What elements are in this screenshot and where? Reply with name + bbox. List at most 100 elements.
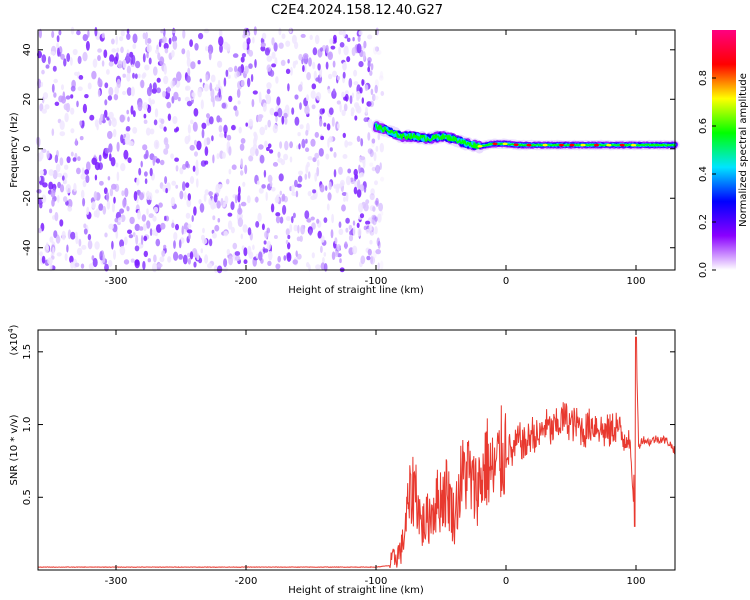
spectrogram-noise-cell [72,48,78,56]
spectrogram-noise-cell [132,33,138,44]
colorbar-tick-label: 0.0 [698,262,709,278]
spectrogram-noise-cell [141,214,147,222]
spectrogram-noise-cell [152,82,157,91]
spectrogram-noise-cell [191,92,196,98]
spectrogram-noise-cell [358,203,363,213]
spectrogram-noise-cell [137,101,143,112]
spectrogram-noise-cell [208,191,214,196]
spectrogram-noise-cell [213,193,218,203]
spectrogram-noise-cell [273,111,279,117]
spectrogram-noise-cell [139,192,144,201]
spectrogram-noise-cell [287,234,291,240]
spectrogram-noise-cell [376,237,380,247]
spectrogram-noise-cell [111,117,117,128]
spectrogram-noise-cell [298,84,303,92]
spectrogram-noise-cell [365,228,370,234]
spectrogram-noise-cell [363,117,369,123]
spectrogram-noise-cell [79,136,84,141]
colorbar-tick-label: 0.6 [698,118,709,134]
spectrogram-noise-cell [339,258,342,264]
spectrogram-noise-cell [75,231,78,239]
spectrogram-noise-cell [292,259,298,265]
spectrogram-noise-cell [94,162,101,171]
colorbar-tick-label: 0.2 [698,214,709,230]
spectrogram-noise-cell [361,79,365,86]
spectrogram-noise-cell [271,51,276,60]
spectrogram-noise-cell [295,190,299,198]
spectrogram-noise-cell [341,192,347,196]
spectrogram-noise-cell [228,168,232,175]
spectrogram-noise-cell [48,181,54,190]
spectrogram-noise-cell [171,222,175,229]
spectrogram-noise-cell [142,144,148,151]
spectrogram-noise-cell [40,81,44,88]
spectrogram-noise-cell [314,152,320,159]
spectrogram-noise-cell [306,94,309,102]
spectrogram-noise-cell [42,92,49,100]
spectrogram-noise-cell [56,35,60,43]
spectrogram-noise-cell [282,204,287,215]
spectrogram-noise-cell [302,53,309,60]
spectrogram-noise-cell [261,184,266,189]
spectrogram-noise-cell [114,86,119,95]
spectrogram-noise-cell [327,88,331,94]
spectrogram-noise-cell [187,124,191,134]
spectrogram-noise-cell [240,56,245,63]
spectrogram-noise-cell [220,197,224,206]
spectrogram-noise-cell [256,180,260,185]
spectrogram-noise-cell [167,113,172,121]
spectrogram-noise-cell [39,151,44,160]
spectrogram-noise-cell [331,116,335,127]
snr-y-tick-label: 1.5 [22,344,33,360]
spectrogram-noise-cell [369,70,373,76]
spectrogram-noise-cell [187,258,191,265]
spectrogram-noise-cell [226,134,232,141]
spectrogram-noise-cell [355,103,360,113]
spectrogram-noise-cell [234,65,238,73]
spectrogram-noise-cell [59,120,65,130]
spectrogram-noise-cell [278,27,282,36]
spectrogram-noise-cell [41,255,46,264]
spectrogram-noise-cell [254,59,257,68]
spectrogram-noise-cell [120,46,124,54]
spectrogram-noise-cell [217,60,223,68]
figure-title: C2E4.2024.158.12.40.G27 [271,3,443,18]
spectrogram-noise-cell [189,144,195,151]
spectrogram-noise-cell [359,172,365,178]
spectrogram-noise-cell [255,221,260,228]
spectrogram-noise-cell [115,162,119,168]
spectrogram-noise-cell [81,167,85,176]
spectrogram-noise-cell [179,190,184,200]
spectrogram-noise-cell [377,213,382,223]
spectrogram-noise-cell [147,38,152,44]
spectrogram-noise-cell [369,239,373,245]
spectrogram-noise-cell [243,247,248,257]
spectrogram-noise-cell [134,245,140,252]
spectrogram-noise-cell [255,148,259,157]
spectrogram-noise-cell [365,199,370,205]
spectrogram-noise-cell [203,138,208,148]
spectrogram-noise-cell [338,46,341,55]
spectrogram-noise-cell [106,69,110,75]
spectrogram-noise-cell [146,44,152,53]
spectrogram-noise-cell [217,218,221,223]
spectrogram-noise-cell [47,56,51,65]
spectrogram-noise-cell [149,128,155,135]
spectrogram-noise-cell [172,116,178,124]
spectrogram-noise-cell [257,212,262,222]
spectrogram-noise-cell [372,206,376,212]
spectrogram-noise-cell [122,90,127,96]
spectrogram-noise-cell [117,217,123,223]
spectrogram-noise-cell [190,61,196,70]
spectrogram-noise-cell [126,72,131,82]
spectrogram-noise-cell [246,195,251,204]
spectrogram-noise-cell [267,260,272,266]
spectrogram-noise-cell [152,262,158,273]
spectrogram-noise-cell [344,93,349,102]
spectrogram-noise-cell [258,187,264,194]
spectrogram-noise-cell [314,131,319,138]
spectrogram-noise-cell [371,217,375,225]
spectrogram-noise-cell [159,56,165,66]
spectrogram-noise-cell [189,176,195,184]
